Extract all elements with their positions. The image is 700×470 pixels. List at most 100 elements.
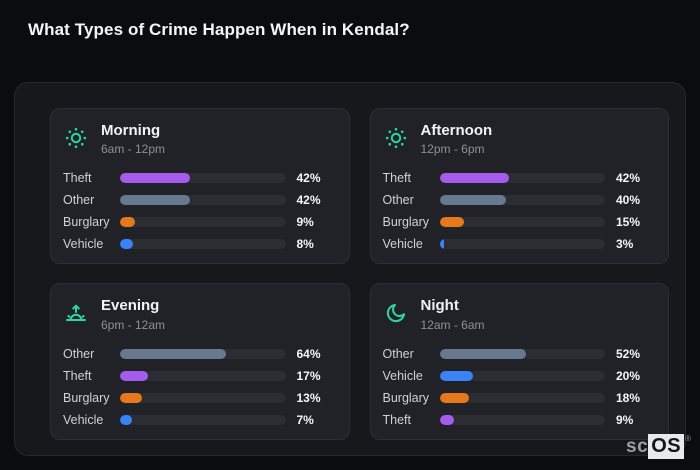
bar-percent: 17% <box>296 368 321 383</box>
bar-fill <box>120 392 142 403</box>
bar-fill <box>439 370 473 381</box>
bar-track <box>120 195 286 206</box>
panel-header: Morning 6am - 12pm <box>63 122 335 156</box>
bar-track <box>439 348 605 359</box>
panel-header-text: Afternoon 12pm - 6pm <box>421 122 493 156</box>
bar-label: Theft <box>382 171 412 186</box>
bar-track <box>439 414 605 425</box>
sun-icon <box>63 125 89 151</box>
bar-track <box>439 370 605 381</box>
bar-list: Theft 42% Other 42% Burglary 9% Vehicle 8% <box>63 171 335 252</box>
panel-time-range: 12pm - 6pm <box>420 142 485 157</box>
panel-time-range: 6pm - 12am <box>101 317 166 332</box>
bar-percent: 8% <box>296 237 314 252</box>
bar-row: Burglary 13% <box>63 390 335 405</box>
panel-header: Evening 6pm - 12am <box>63 297 335 332</box>
bar-percent: 42% <box>296 171 321 186</box>
bar-fill <box>120 195 190 206</box>
bar-fill <box>120 370 149 381</box>
panel-title: Morning <box>101 122 161 139</box>
registered-mark: ® <box>685 434 691 443</box>
bar-row: Theft 17% <box>63 368 335 383</box>
bar-percent: 42% <box>616 171 641 186</box>
bar-row: Burglary 18% <box>382 390 655 405</box>
bar-track <box>439 173 605 184</box>
panel-header: Afternoon 12pm - 6pm <box>383 122 655 156</box>
dashboard-card: Morning 6am - 12pm Theft 42% Other 42% Burgl… <box>14 82 686 456</box>
bar-fill <box>120 173 190 184</box>
bar-fill <box>439 195 506 206</box>
panel-title: Evening <box>101 297 160 315</box>
sun-icon <box>383 125 409 151</box>
panel-evening: Evening 6pm - 12am Other 64% Theft 17% Burgl… <box>50 283 350 440</box>
bar-fill <box>120 217 135 228</box>
bar-label: Theft <box>63 368 92 383</box>
bar-fill <box>439 348 526 359</box>
scos-logo: sc OS ® <box>626 434 691 459</box>
panel-morning: Morning 6am - 12pm Theft 42% Other 42% Burgl… <box>50 108 350 265</box>
bar-track <box>120 239 286 250</box>
bar-list: Other 64% Theft 17% Burglary 13% Vehicle 7% <box>63 346 335 427</box>
sunrise-icon <box>63 300 89 326</box>
bar-label: Theft <box>382 412 412 427</box>
bar-percent: 18% <box>616 390 641 405</box>
bar-row: Vehicle 7% <box>63 412 335 427</box>
bar-track <box>120 217 286 228</box>
bar-track <box>439 195 605 206</box>
bar-track <box>120 173 286 184</box>
bar-row: Theft 9% <box>382 412 655 427</box>
bar-label: Vehicle <box>63 412 104 427</box>
bar-track <box>120 370 286 381</box>
bar-percent: 20% <box>616 368 641 383</box>
bar-label: Vehicle <box>382 237 423 252</box>
bar-fill <box>439 392 470 403</box>
bar-percent: 3% <box>616 237 634 252</box>
bar-track <box>120 414 286 425</box>
bar-label: Other <box>63 346 95 361</box>
bar-track <box>439 392 605 403</box>
panel-header-text: Evening 6pm - 12am <box>101 297 165 331</box>
bar-fill <box>439 239 445 250</box>
panel-title: Afternoon <box>420 122 493 139</box>
bar-fill <box>120 414 132 425</box>
page-title: What Types of Crime Happen When in Kenda… <box>28 20 410 39</box>
bar-label: Other <box>382 193 414 208</box>
bar-percent: 9% <box>296 215 314 230</box>
bar-list: Theft 42% Other 40% Burglary 15% Vehicle 3% <box>382 171 655 252</box>
bar-label: Theft <box>63 171 92 186</box>
bar-percent: 15% <box>616 215 641 230</box>
bar-label: Other <box>382 346 414 361</box>
logo-box: OS <box>648 434 685 459</box>
bar-percent: 9% <box>616 412 634 427</box>
bar-row: Vehicle 20% <box>383 368 655 383</box>
panel-header-text: Morning 6am - 12pm <box>101 122 165 156</box>
bar-row: Theft 42% <box>382 171 655 186</box>
bar-fill <box>439 217 465 228</box>
bar-percent: 52% <box>616 346 641 361</box>
bar-percent: 40% <box>616 193 641 208</box>
bar-label: Burglary <box>382 215 430 230</box>
bar-label: Burglary <box>63 390 110 405</box>
bar-row: Other 52% <box>382 346 655 361</box>
bar-row: Other 64% <box>63 346 335 361</box>
bar-fill <box>120 348 226 359</box>
panel-time-range: 6am - 12pm <box>101 142 166 157</box>
bar-row: Vehicle 8% <box>63 237 335 252</box>
bar-percent: 64% <box>296 346 321 361</box>
panel-grid: Morning 6am - 12pm Theft 42% Other 42% Burgl… <box>50 108 669 440</box>
panel-time-range: 12am - 6am <box>420 317 485 332</box>
bar-row: Vehicle 3% <box>382 237 655 252</box>
bar-percent: 7% <box>296 412 314 427</box>
bar-fill <box>439 173 509 184</box>
bar-row: Other 42% <box>63 193 335 207</box>
bar-label: Burglary <box>382 390 430 405</box>
bar-fill <box>120 239 134 250</box>
bar-fill <box>439 414 455 425</box>
bar-label: Burglary <box>63 215 110 230</box>
bar-row: Other 40% <box>382 193 655 208</box>
bar-track <box>439 217 605 228</box>
panel-afternoon: Afternoon 12pm - 6pm Theft 42% Other 40% Bur… <box>369 108 669 265</box>
bar-row: Burglary 15% <box>382 215 655 230</box>
panel-title: Night <box>420 297 459 315</box>
bar-track <box>120 348 286 359</box>
